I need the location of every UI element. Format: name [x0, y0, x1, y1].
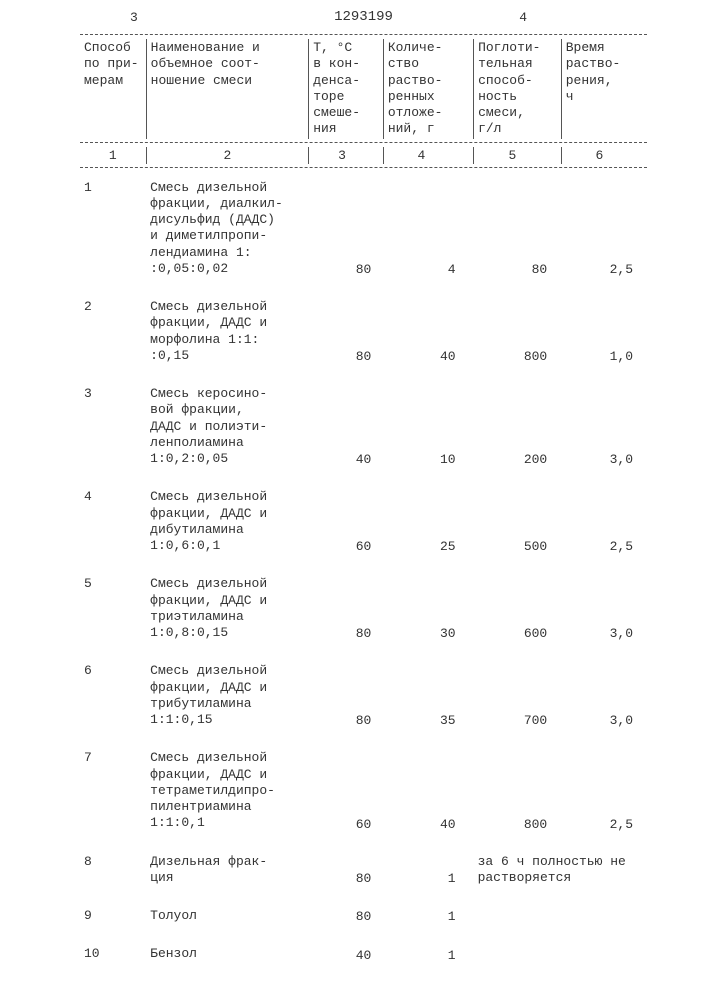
row-time: 3,0: [561, 378, 647, 481]
table-row: 7Смесь дизельной фракции, ДАДС и тетраме…: [80, 742, 647, 845]
table-row: 5Смесь дизельной фракции, ДАДС и триэтил…: [80, 568, 647, 655]
row-temp: 80: [309, 846, 384, 901]
row-time: [561, 938, 647, 976]
row-absorb: [474, 900, 562, 938]
col-header-6: Время раство- рения, ч: [561, 39, 647, 139]
row-time: 2,5: [561, 481, 647, 568]
row-qty: 1: [383, 938, 473, 976]
table-colnum-row: 1 2 3 4 5 6: [80, 147, 647, 164]
row-number: 9: [80, 900, 146, 938]
row-time: 3,0: [561, 568, 647, 655]
row-time: 2,5: [561, 172, 647, 292]
row-desc: Дизельная фрак- ция: [146, 846, 309, 901]
col-header-4: Количе- ство раство- ренных отложе- ний,…: [383, 39, 473, 139]
row-qty: 35: [383, 655, 473, 742]
row-desc: Смесь дизельной фракции, ДАДС и триэтила…: [146, 568, 309, 655]
row-temp: 80: [309, 655, 384, 742]
data-table: Способ по при- мерам Наименование и объе…: [80, 31, 647, 977]
row-temp: 60: [309, 742, 384, 845]
row-temp: 80: [309, 900, 384, 938]
row-desc: Смесь дизельной фракции, ДАДС и трибутил…: [146, 655, 309, 742]
colnum-6: 6: [561, 147, 647, 164]
row-temp: 40: [309, 938, 384, 976]
row-desc: Смесь дизельной фракции, ДАДС и дибутила…: [146, 481, 309, 568]
col-header-2: Наименование и объемное соот- ношение см…: [146, 39, 309, 139]
row-qty: 25: [383, 481, 473, 568]
row-note: за 6 ч полностью не растворяется: [474, 846, 647, 901]
row-qty: 1: [383, 900, 473, 938]
colnum-3: 3: [309, 147, 384, 164]
patent-page: 3 4 1293199 Способ по при- мерам Наимено…: [0, 0, 707, 977]
row-desc: Смесь дизельной фракции, ДАДС и тетрамет…: [146, 742, 309, 845]
col-header-5: Поглоти- тельная способ- ность смеси, г/…: [474, 39, 562, 139]
row-number: 8: [80, 846, 146, 901]
row-temp: 60: [309, 481, 384, 568]
row-desc: Смесь керосино- вой фракции, ДАДС и поли…: [146, 378, 309, 481]
colnum-4: 4: [383, 147, 473, 164]
row-desc: Толуол: [146, 900, 309, 938]
row-desc: Смесь дизельной фракции, ДАДС и морфолин…: [146, 291, 309, 378]
row-temp: 80: [309, 291, 384, 378]
row-number: 1: [80, 172, 146, 292]
table-row: 10Бензол401: [80, 938, 647, 976]
row-temp: 40: [309, 378, 384, 481]
row-absorb: [474, 938, 562, 976]
row-number: 5: [80, 568, 146, 655]
row-qty: 30: [383, 568, 473, 655]
row-number: 7: [80, 742, 146, 845]
row-absorb: 200: [474, 378, 562, 481]
row-qty: 40: [383, 291, 473, 378]
row-time: [561, 900, 647, 938]
table-row: 8Дизельная фрак- ция801за 6 ч полностью …: [80, 846, 647, 901]
table-header-row: Способ по при- мерам Наименование и объе…: [80, 39, 647, 139]
row-temp: 80: [309, 568, 384, 655]
row-qty: 1: [383, 846, 473, 901]
row-absorb: 500: [474, 481, 562, 568]
row-absorb: 800: [474, 291, 562, 378]
row-number: 2: [80, 291, 146, 378]
row-time: 1,0: [561, 291, 647, 378]
row-absorb: 700: [474, 655, 562, 742]
table-row: 6Смесь дизельной фракции, ДАДС и трибути…: [80, 655, 647, 742]
colnum-2: 2: [146, 147, 309, 164]
row-absorb: 80: [474, 172, 562, 292]
row-qty: 4: [383, 172, 473, 292]
col-header-3: Т, °С в кон- денса- торе смеше- ния: [309, 39, 384, 139]
row-number: 3: [80, 378, 146, 481]
row-time: 3,0: [561, 655, 647, 742]
row-number: 10: [80, 938, 146, 976]
row-temp: 80: [309, 172, 384, 292]
table-row: 2Смесь дизельной фракции, ДАДС и морфоли…: [80, 291, 647, 378]
row-number: 6: [80, 655, 146, 742]
table-row: 1Смесь дизельной фракции, диалкил- дисул…: [80, 172, 647, 292]
row-number: 4: [80, 481, 146, 568]
table-row: 3Смесь керосино- вой фракции, ДАДС и пол…: [80, 378, 647, 481]
row-qty: 10: [383, 378, 473, 481]
col-header-1: Способ по при- мерам: [80, 39, 146, 139]
patent-number: 1293199: [80, 9, 647, 25]
right-col-num: 4: [519, 10, 527, 25]
colnum-1: 1: [80, 147, 146, 164]
row-time: 2,5: [561, 742, 647, 845]
left-col-num: 3: [130, 10, 138, 25]
colnum-5: 5: [474, 147, 562, 164]
table-row: 9Толуол801: [80, 900, 647, 938]
row-desc: Смесь дизельной фракции, диалкил- дисуль…: [146, 172, 309, 292]
row-qty: 40: [383, 742, 473, 845]
row-desc: Бензол: [146, 938, 309, 976]
row-absorb: 800: [474, 742, 562, 845]
table-row: 4Смесь дизельной фракции, ДАДС и дибутил…: [80, 481, 647, 568]
row-absorb: 600: [474, 568, 562, 655]
